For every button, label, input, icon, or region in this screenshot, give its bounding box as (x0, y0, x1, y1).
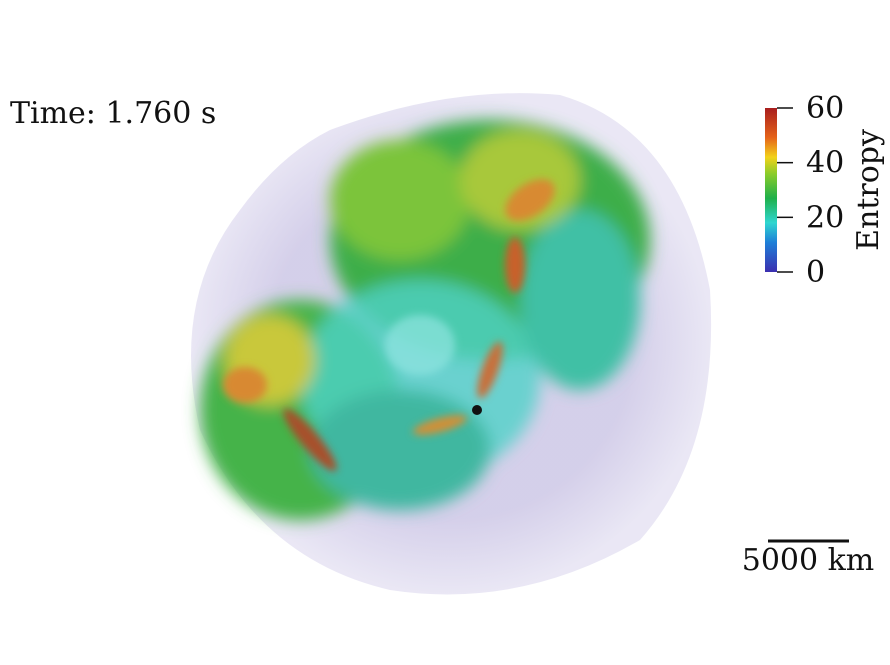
colorbar-tick-label: 40 (806, 146, 844, 181)
colorbar-label: Entropy (851, 129, 886, 251)
colorbar-tick-label: 20 (806, 200, 844, 235)
colorbar-tick-label: 0 (806, 255, 825, 290)
colorbar (765, 108, 777, 272)
colorbar-tick-label: 60 (806, 91, 844, 126)
ejecta-render (191, 93, 712, 595)
time-label: Time: 1.760 s (10, 96, 216, 131)
scale-bar-label: 5000 km (742, 543, 875, 578)
